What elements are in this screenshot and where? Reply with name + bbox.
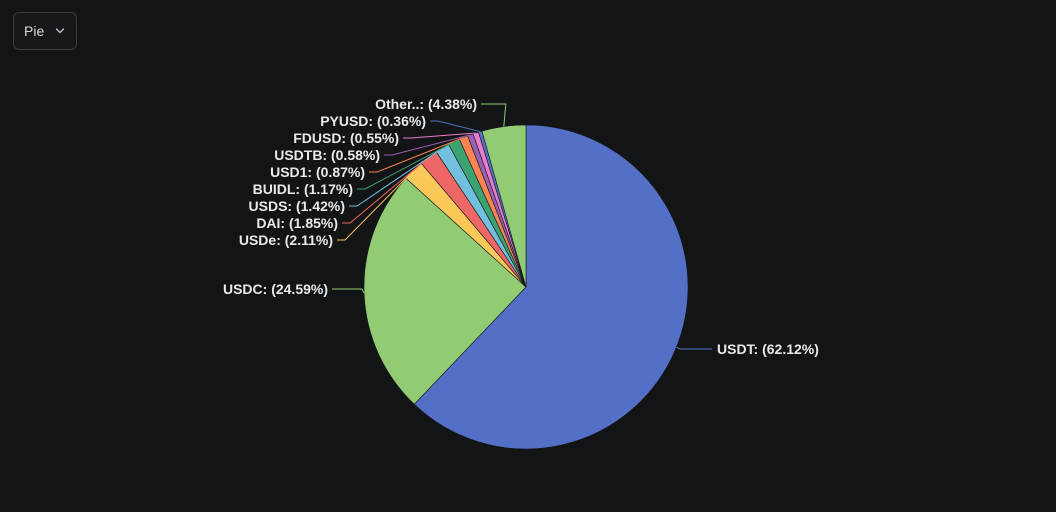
slice-label: PYUSD: (0.36%) [320, 113, 426, 129]
slice-label: BUIDL: (1.17%) [253, 181, 353, 197]
leader-line [481, 103, 507, 127]
slice-label: USDS: (1.42%) [249, 198, 345, 214]
leader-line [357, 141, 455, 190]
leader-line [342, 157, 430, 224]
slice-label: USDC: (24.59%) [223, 281, 328, 297]
chevron-down-icon [56, 28, 65, 34]
pie-labels: USDT: (62.12%) USDC: (24.59%) USDe: (2.11%… [223, 96, 819, 357]
leader-line [430, 120, 481, 133]
chart-type-value: Pie [24, 23, 45, 39]
leader-line [337, 170, 414, 241]
slice-label: USD1: (0.87%) [270, 164, 365, 180]
chart-type-dropdown[interactable]: Pie [13, 12, 77, 50]
slice-label: DAI: (1.85%) [256, 215, 338, 231]
leader-line [676, 346, 712, 350]
leader-line [349, 147, 443, 207]
slice-label: USDe: (2.11%) [239, 232, 333, 248]
leader-line [403, 132, 476, 139]
slice-label: USDTB: (0.58%) [274, 147, 380, 163]
leader-line [332, 288, 365, 294]
slice-label: USDT: (62.12%) [717, 341, 819, 357]
slice-label: FDUSD: (0.55%) [293, 130, 399, 146]
pie-slices [363, 124, 689, 450]
pie-slice-other[interactable] [481, 124, 527, 288]
slice-label: Other..: (4.38%) [375, 96, 477, 112]
leader-line [384, 134, 471, 156]
leader-line [369, 137, 464, 173]
